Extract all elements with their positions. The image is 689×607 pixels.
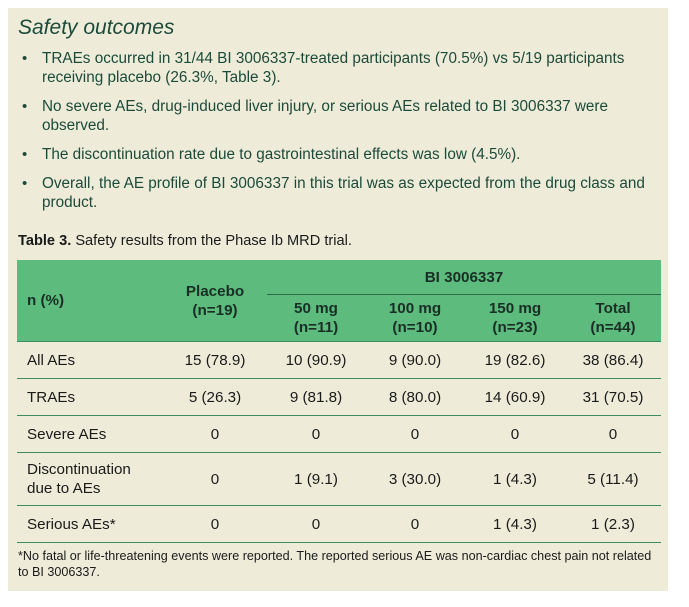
table-footnote: *No fatal or life-threatening events wer… [18, 549, 652, 579]
table-cell: 8 (80.0) [365, 378, 465, 416]
table-row-all-aes: All AEs 15 (78.9) 10 (90.9) 9 (90.0) 19 … [17, 341, 661, 379]
table-row-severe-aes: Severe AEs 0 0 0 0 0 [17, 415, 661, 453]
table-cell: 15 (78.9) [163, 341, 267, 379]
section-title: Safety outcomes [18, 16, 175, 39]
header-100mg: 100 mg (n=10) [365, 294, 465, 342]
table-cell: 0 [465, 415, 565, 453]
header-placebo: Placebo (n=19) [163, 260, 267, 342]
table-caption-label: Table 3. [18, 233, 72, 249]
header-group-bi3006337: BI 3006337 [267, 260, 661, 295]
row-label-line: Discontinuation [27, 461, 131, 478]
table-cell: 19 (82.6) [465, 341, 565, 379]
table-cell: 14 (60.9) [465, 378, 565, 416]
table-row-discontinuation: Discontinuation due to AEs 0 1 (9.1) 3 (… [17, 452, 661, 506]
bullet-text: The discontinuation rate due to gastroin… [42, 146, 521, 163]
header-total: Total (n=44) [565, 294, 661, 342]
table-caption: Table 3. Safety results from the Phase I… [18, 233, 352, 249]
header-line: Total [595, 300, 631, 317]
safety-results-table: n (%) Placebo (n=19) BI 3006337 50 mg (n… [17, 260, 661, 543]
header-line: (n=44) [590, 319, 636, 336]
bullet-icon: • [22, 50, 28, 67]
table-cell: 0 [163, 415, 267, 453]
bullet-text: No severe AEs, drug-induced liver injury… [42, 98, 608, 134]
bullet-list: • TRAEs occurred in 31/44 BI 3006337-tre… [22, 49, 652, 222]
table-subheader-row: 50 mg (n=11) 100 mg (n=10) 150 mg (n=23)… [17, 294, 661, 342]
table-cell: 31 (70.5) [565, 378, 661, 416]
header-line: 100 mg [388, 300, 442, 317]
row-label: TRAEs [17, 378, 163, 416]
table-cell: 1 (4.3) [465, 452, 565, 506]
bullet-icon: • [22, 175, 28, 192]
table-cell: 0 [163, 452, 267, 506]
table-cell: 10 (90.9) [267, 341, 365, 379]
bullet-text: Overall, the AE profile of BI 3006337 in… [42, 175, 645, 211]
table-cell: 0 [365, 415, 465, 453]
table-cell: 1 (2.3) [565, 505, 661, 543]
table-cell: 38 (86.4) [565, 341, 661, 379]
bullet-item: • TRAEs occurred in 31/44 BI 3006337-tre… [22, 49, 652, 87]
table-cell: 0 [163, 505, 267, 543]
row-label: Serious AEs* [17, 505, 163, 543]
header-50mg: 50 mg (n=11) [267, 294, 365, 342]
header-150mg: 150 mg (n=23) [465, 294, 565, 342]
safety-outcomes-panel: Safety outcomes • TRAEs occurred in 31/4… [8, 8, 668, 591]
table-row-serious-aes: Serious AEs* 0 0 0 1 (4.3) 1 (2.3) [17, 505, 661, 543]
bullet-item: • The discontinuation rate due to gastro… [22, 145, 652, 164]
table-cell: 0 [267, 415, 365, 453]
header-line: Placebo [185, 282, 245, 300]
bullet-text: TRAEs occurred in 31/44 BI 3006337-treat… [42, 50, 625, 86]
table-cell: 9 (90.0) [365, 341, 465, 379]
table-cell: 0 [565, 415, 661, 453]
row-label: All AEs [17, 341, 163, 379]
header-line: (n=19) [192, 301, 238, 319]
table-header-row: n (%) Placebo (n=19) BI 3006337 [17, 260, 661, 342]
header-line: (n=10) [392, 319, 438, 336]
header-line: 50 mg [294, 300, 338, 317]
row-label: Severe AEs [17, 415, 163, 453]
bullet-item: • Overall, the AE profile of BI 3006337 … [22, 174, 652, 212]
table-cell: 5 (26.3) [163, 378, 267, 416]
table-cell: 1 (4.3) [465, 505, 565, 543]
header-line: (n=23) [492, 319, 538, 336]
row-label: Discontinuation due to AEs [17, 452, 163, 506]
table-cell: 5 (11.4) [565, 452, 661, 506]
table-row-traes: TRAEs 5 (26.3) 9 (81.8) 8 (80.0) 14 (60.… [17, 378, 661, 416]
row-label-line: due to AEs [27, 480, 101, 497]
bullet-item: • No severe AEs, drug-induced liver inju… [22, 97, 652, 135]
header-line: (n=11) [293, 319, 339, 336]
header-line: 150 mg [488, 300, 542, 317]
table-cell: 9 (81.8) [267, 378, 365, 416]
table-cell: 1 (9.1) [267, 452, 365, 506]
table-caption-text: Safety results from the Phase Ib MRD tri… [71, 233, 352, 249]
table-cell: 0 [365, 505, 465, 543]
row-header-n-percent: n (%) [17, 260, 163, 342]
table-cell: 0 [267, 505, 365, 543]
bullet-icon: • [22, 146, 28, 163]
bullet-icon: • [22, 98, 28, 115]
table-cell: 3 (30.0) [365, 452, 465, 506]
